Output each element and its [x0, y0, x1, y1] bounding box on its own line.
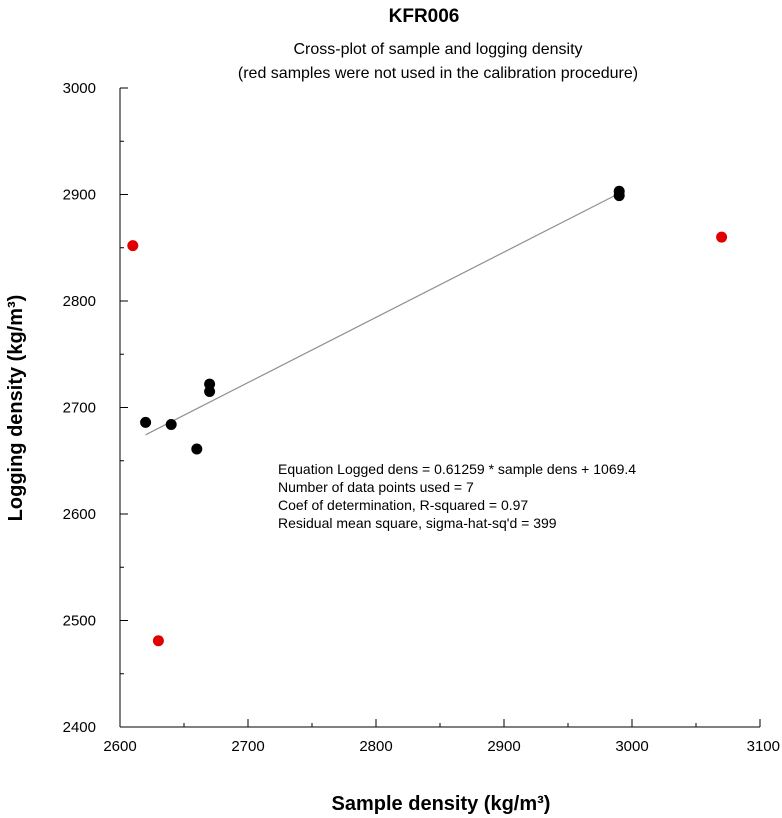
chart-subtitle-line-2: (red samples were not used in the calibr… [238, 65, 638, 82]
calibration-point [140, 416, 152, 428]
y-tick-label: 2700 [63, 400, 96, 417]
x-tick-label: 2700 [231, 738, 264, 755]
calibration-point [613, 190, 625, 202]
x-tick-label: 2900 [487, 738, 520, 755]
regression-stats: Equation Logged dens = 0.61259 * sample … [278, 461, 636, 531]
regression-line [145, 192, 620, 436]
x-tick-label: 3000 [615, 738, 648, 755]
x-axis-title: Sample density (kg/m³) [332, 793, 551, 815]
y-axis-ticks: 2400 2500 2600 2700 2800 2900 3000 [63, 80, 128, 736]
x-tick-label: 2600 [103, 738, 136, 755]
calibration-point [191, 443, 203, 455]
y-tick-label: 2400 [63, 719, 96, 736]
chart-title: KFR006 [389, 6, 460, 27]
excluded-point [127, 240, 139, 252]
excluded-point [716, 231, 728, 243]
annotation-r-squared: Coef of determination, R-squared = 0.97 [278, 497, 528, 513]
y-tick-label: 3000 [63, 80, 96, 97]
annotation-data-points: Number of data points used = 7 [278, 479, 474, 495]
calibration-point [204, 386, 216, 398]
y-tick-label: 2900 [63, 187, 96, 204]
annotation-equation: Equation Logged dens = 0.61259 * sample … [278, 461, 636, 477]
y-axis-title: Logging density (kg/m³) [5, 295, 27, 522]
y-tick-label: 2600 [63, 506, 96, 523]
x-tick-label: 3100 [747, 738, 780, 755]
excluded-point [152, 635, 164, 647]
data-points [127, 185, 728, 647]
plot-area: 2400 2500 2600 2700 2800 2900 3000 2600 2700 280… [63, 80, 780, 755]
x-tick-label: 2800 [359, 738, 392, 755]
x-axis-ticks: 2600 2700 2800 2900 3000 3100 [103, 719, 780, 755]
y-tick-label: 2500 [63, 613, 96, 630]
chart-subtitle-line-1: Cross-plot of sample and logging density [293, 41, 582, 58]
y-tick-label: 2800 [63, 293, 96, 310]
calibration-point [165, 419, 177, 431]
annotation-residual: Residual mean square, sigma-hat-sq'd = 3… [278, 515, 557, 531]
